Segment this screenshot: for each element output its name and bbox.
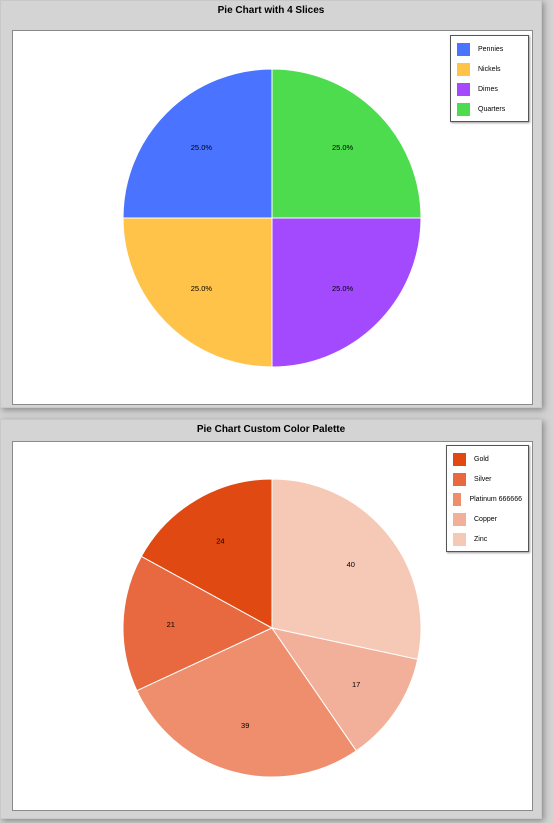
legend-swatch: [457, 42, 470, 56]
pie-chart: 24 21 39 17 40: [122, 478, 422, 778]
legend-swatch: [453, 512, 466, 526]
pie-slice-pennies: [122, 68, 273, 219]
legend-item: Quarters: [457, 99, 522, 119]
legend: Gold Silver Platinum 666666 Copper Zinc: [446, 445, 529, 552]
legend-swatch: [457, 62, 470, 76]
legend-swatch: [457, 102, 470, 116]
legend-label: Quarters: [478, 105, 506, 113]
legend-item: Gold: [453, 449, 522, 469]
legend-item: Zinc: [453, 529, 522, 549]
pie-slice-copper: [270, 627, 419, 752]
chart-title: Pie Chart with 4 Slices: [217, 5, 325, 16]
chart-title: Pie Chart Custom Color Palette: [196, 424, 346, 435]
legend-label: Silver: [474, 475, 492, 483]
plot-area: 24 21 39 17 40 Gold Silver Platinum 666666 Copp…: [12, 441, 533, 811]
chart-panel-palette: Pie Chart Custom Color Palette 24 21 39 17 4…: [0, 419, 542, 819]
legend-label: Gold: [474, 455, 489, 463]
legend-label: Zinc: [474, 535, 488, 543]
legend-label: Platinum 666666: [469, 495, 522, 503]
plot-area: 25.0% 25.0% 25.0% 25.0% Pennies Nickels Dimes…: [12, 30, 533, 405]
legend-label: Nickels: [478, 65, 501, 73]
legend-label: Pennies: [478, 45, 504, 53]
legend-item: Nickels: [457, 59, 522, 79]
legend: Pennies Nickels Dimes Quarters: [450, 35, 529, 122]
pie-slice-dimes: [271, 217, 422, 368]
legend-swatch: [457, 82, 470, 96]
legend-item: Dimes: [457, 79, 522, 99]
pie-slice-silver: [122, 555, 274, 692]
chart-panel-coins: Pie Chart with 4 Slices 25.0% 25.0% 25.0% 2…: [0, 0, 542, 408]
legend-item: Pennies: [457, 39, 522, 59]
slice-data-label: 25.0%: [191, 284, 213, 293]
legend-swatch: [453, 452, 466, 466]
legend-label: Dimes: [478, 85, 498, 93]
pie-slice-quarters: [271, 68, 422, 219]
pie-slice-gold: [140, 478, 273, 629]
slice-data-label: 17: [352, 680, 360, 689]
legend-item: Silver: [453, 469, 522, 489]
pie-slice-platinum-666666: [136, 627, 358, 778]
slice-data-label: 21: [167, 620, 175, 629]
slice-data-label: 25.0%: [332, 143, 354, 152]
legend-swatch: [453, 532, 466, 546]
legend-item: Platinum 666666: [453, 489, 522, 509]
pie-chart: 25.0% 25.0% 25.0% 25.0%: [122, 68, 422, 368]
pie-slice-zinc: [271, 478, 422, 660]
slice-data-label: 25.0%: [191, 143, 213, 152]
legend-swatch: [453, 492, 462, 506]
slice-data-label: 24: [216, 536, 224, 545]
legend-label: Copper: [474, 515, 497, 523]
legend-swatch: [453, 472, 466, 486]
slice-data-label: 39: [241, 721, 249, 730]
slice-data-label: 40: [347, 560, 355, 569]
legend-item: Copper: [453, 509, 522, 529]
pie-slice-nickels: [122, 217, 273, 368]
slice-data-label: 25.0%: [332, 284, 354, 293]
